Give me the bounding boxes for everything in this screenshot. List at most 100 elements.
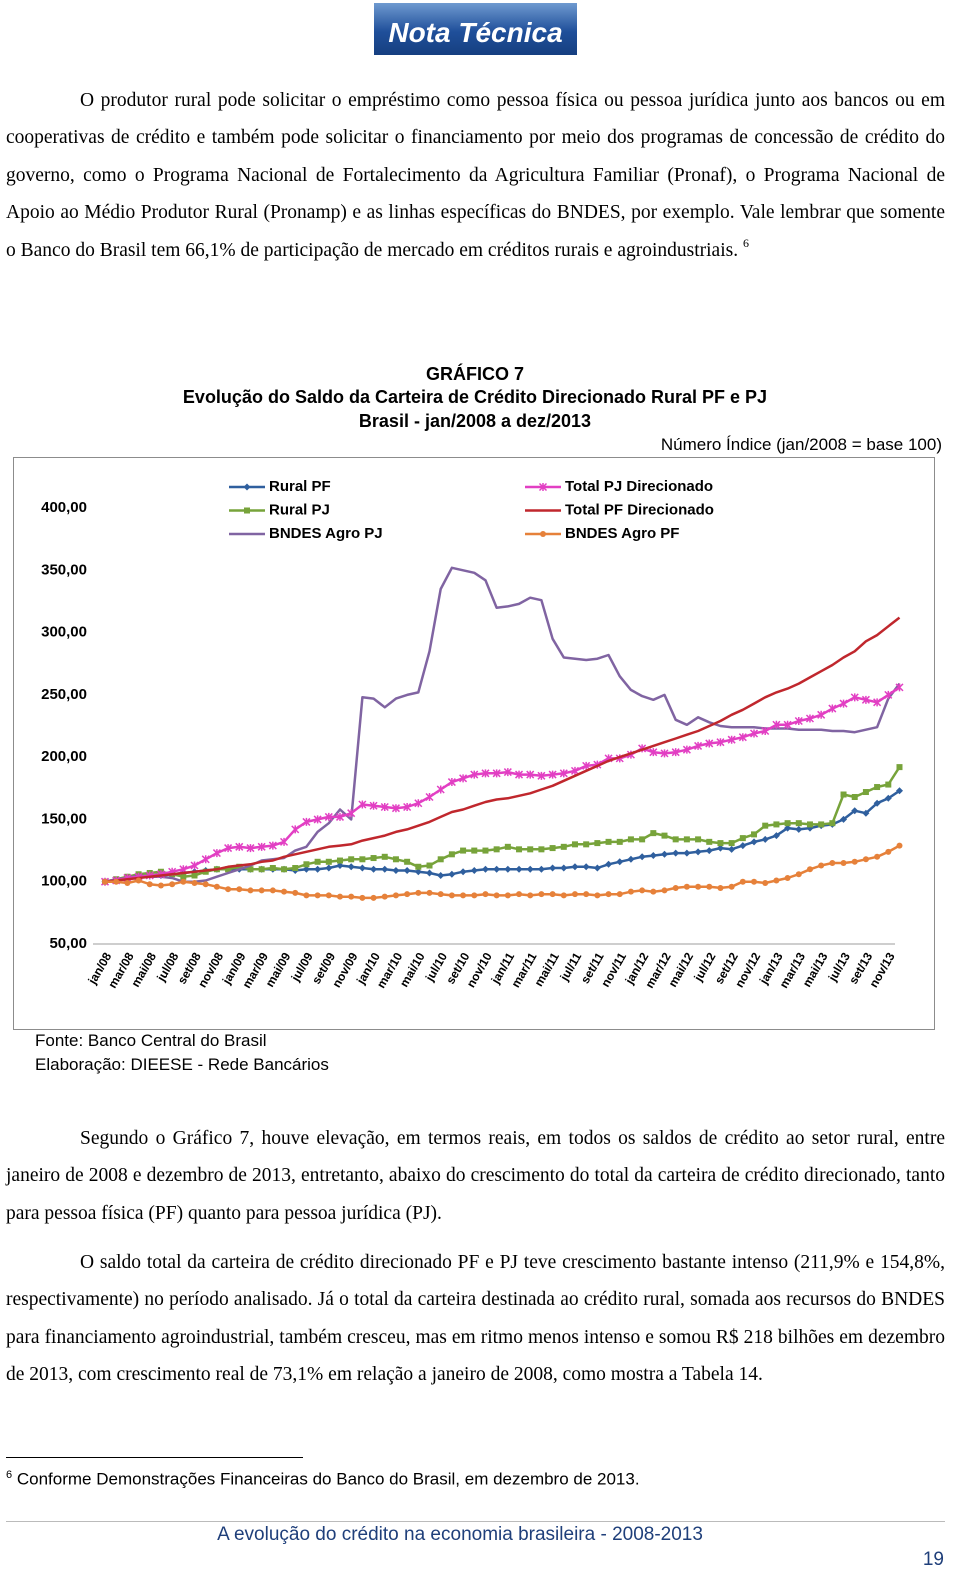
point (706, 838, 713, 845)
point (504, 865, 512, 873)
point (818, 862, 825, 869)
footnote-text: Conforme Demonstrações Financeiras do Ba… (16, 1469, 640, 1489)
point (593, 864, 601, 872)
point (247, 887, 254, 894)
point (102, 878, 108, 885)
point (850, 693, 859, 702)
point (436, 785, 445, 794)
point (627, 888, 634, 895)
point (649, 852, 657, 860)
point (481, 865, 489, 873)
point (514, 770, 524, 779)
point (683, 849, 691, 857)
point (895, 787, 903, 795)
point (616, 858, 624, 866)
point (370, 855, 377, 862)
point (738, 733, 747, 742)
footnote: 6 Conforme Demonstrações Financeiras do … (6, 1469, 640, 1490)
footer-rule (6, 1521, 945, 1522)
point (672, 836, 679, 843)
point (258, 887, 265, 894)
point (840, 815, 848, 823)
source-line: Fonte: Banco Central do Brasil (35, 1031, 267, 1050)
point (190, 861, 199, 870)
point (695, 883, 702, 890)
point (862, 856, 869, 863)
point (627, 836, 634, 843)
point (773, 877, 780, 884)
point (414, 868, 422, 876)
point (527, 892, 534, 899)
legend-marker (244, 507, 250, 514)
point (460, 847, 467, 854)
point (391, 804, 400, 813)
point (437, 871, 445, 879)
point (560, 864, 568, 872)
point (874, 853, 881, 860)
logo-text: Nota Técnica (388, 17, 563, 48)
y-tick-label: 50,00 (49, 935, 87, 952)
point (437, 891, 444, 898)
point (392, 856, 399, 863)
point (324, 812, 333, 821)
point (751, 878, 758, 885)
point (773, 821, 780, 828)
point (459, 774, 468, 783)
point (605, 860, 613, 868)
point (212, 849, 221, 858)
point (594, 840, 601, 847)
point (180, 873, 187, 880)
point (739, 878, 746, 885)
point (169, 881, 176, 888)
point (403, 802, 412, 812)
legend-marker (540, 531, 546, 537)
point (661, 887, 668, 894)
point (191, 872, 198, 879)
point (817, 710, 826, 719)
point (314, 858, 321, 865)
point (795, 871, 802, 878)
point (560, 843, 567, 850)
point (650, 830, 657, 837)
point (751, 831, 758, 838)
point (840, 791, 847, 798)
point (705, 739, 714, 748)
y-tick-label: 250,00 (41, 686, 87, 703)
point (582, 761, 591, 770)
footnote-ref: 6 (742, 235, 749, 250)
point (414, 799, 423, 808)
point (874, 784, 881, 791)
point (336, 893, 343, 900)
point (616, 838, 623, 845)
point (851, 794, 858, 801)
point (862, 809, 870, 817)
point (314, 892, 321, 899)
point (202, 881, 209, 888)
point (236, 863, 243, 870)
point (885, 848, 892, 855)
point (750, 838, 758, 846)
point (784, 820, 791, 827)
point (583, 891, 590, 898)
point (482, 847, 489, 854)
point (292, 889, 299, 896)
point (493, 865, 501, 873)
point (650, 888, 657, 895)
point (504, 892, 511, 899)
point (616, 891, 623, 898)
point (359, 894, 366, 901)
chart-subtitle: Evolução do Saldo da Carteira de Crédito… (182, 387, 768, 407)
point (426, 862, 433, 869)
point (258, 866, 265, 873)
point (124, 879, 131, 886)
legend-label: Rural PJ (269, 501, 330, 518)
point (605, 891, 612, 898)
point (235, 842, 244, 851)
point (896, 842, 903, 849)
footer-text: A evolução do crédito na economia brasil… (217, 1524, 703, 1545)
point (638, 853, 646, 861)
point (716, 844, 724, 852)
point (369, 801, 378, 810)
y-axis-label: Número Índice (jan/2008 = base 100) (660, 435, 942, 454)
